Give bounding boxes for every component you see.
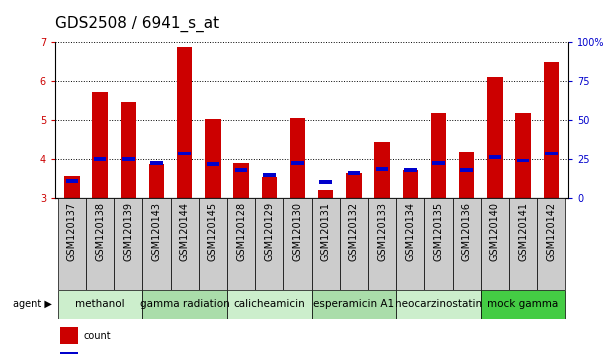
Bar xyxy=(545,152,558,155)
Bar xyxy=(340,198,368,290)
Bar xyxy=(235,168,247,172)
Bar xyxy=(368,198,396,290)
Text: GSM120141: GSM120141 xyxy=(518,202,528,261)
Bar xyxy=(396,290,481,319)
Bar xyxy=(432,161,445,165)
Bar xyxy=(93,157,106,161)
Bar xyxy=(425,198,453,290)
Text: GSM120142: GSM120142 xyxy=(546,202,556,261)
Bar xyxy=(403,170,418,198)
Bar xyxy=(481,290,565,319)
Bar xyxy=(233,163,249,198)
Bar xyxy=(177,47,192,198)
Bar xyxy=(199,198,227,290)
Bar xyxy=(255,198,284,290)
Bar xyxy=(481,198,509,290)
Text: methanol: methanol xyxy=(75,299,125,309)
Bar xyxy=(318,190,334,198)
Bar xyxy=(65,179,78,183)
Bar xyxy=(58,198,86,290)
Bar xyxy=(150,161,163,165)
Bar xyxy=(509,198,537,290)
Bar xyxy=(489,155,501,159)
Bar xyxy=(396,198,425,290)
Text: GSM120130: GSM120130 xyxy=(293,202,302,261)
Text: GSM120145: GSM120145 xyxy=(208,202,218,261)
Bar xyxy=(544,62,559,198)
Bar xyxy=(86,198,114,290)
Bar xyxy=(346,173,362,198)
Text: GSM120144: GSM120144 xyxy=(180,202,189,261)
Text: GSM120129: GSM120129 xyxy=(265,202,274,261)
Text: mock gamma: mock gamma xyxy=(488,299,558,309)
Bar xyxy=(284,198,312,290)
Bar xyxy=(60,327,78,344)
Bar xyxy=(58,290,142,319)
Text: count: count xyxy=(83,331,111,341)
Bar xyxy=(263,173,276,177)
Bar xyxy=(459,152,475,198)
Text: neocarzinostatin: neocarzinostatin xyxy=(395,299,482,309)
Bar xyxy=(227,198,255,290)
Bar xyxy=(205,119,221,198)
Bar xyxy=(207,162,219,166)
Bar xyxy=(515,113,531,198)
Bar xyxy=(142,290,227,319)
Bar xyxy=(262,177,277,198)
Text: GDS2508 / 6941_s_at: GDS2508 / 6941_s_at xyxy=(55,16,219,32)
Bar xyxy=(291,161,304,165)
Bar xyxy=(60,352,78,354)
Text: GSM120136: GSM120136 xyxy=(462,202,472,261)
Bar xyxy=(122,157,134,161)
Bar xyxy=(312,290,396,319)
Bar xyxy=(460,168,473,172)
Bar xyxy=(312,198,340,290)
Bar xyxy=(517,159,530,162)
Text: GSM120128: GSM120128 xyxy=(236,202,246,261)
Bar xyxy=(178,152,191,155)
Text: GSM120137: GSM120137 xyxy=(67,202,77,261)
Text: GSM120138: GSM120138 xyxy=(95,202,105,261)
Bar xyxy=(431,113,446,198)
Text: GSM120133: GSM120133 xyxy=(377,202,387,261)
Bar xyxy=(537,198,565,290)
Bar xyxy=(227,290,312,319)
Bar xyxy=(376,167,389,171)
Bar xyxy=(487,77,503,198)
Text: GSM120143: GSM120143 xyxy=(152,202,161,261)
Bar xyxy=(170,198,199,290)
Text: GSM120131: GSM120131 xyxy=(321,202,331,261)
Bar xyxy=(320,180,332,184)
Text: GSM120139: GSM120139 xyxy=(123,202,133,261)
Text: GSM120140: GSM120140 xyxy=(490,202,500,261)
Bar xyxy=(375,142,390,198)
Bar xyxy=(453,198,481,290)
Bar xyxy=(404,168,417,172)
Bar xyxy=(142,198,170,290)
Bar xyxy=(120,102,136,198)
Bar xyxy=(290,118,306,198)
Text: GSM120135: GSM120135 xyxy=(434,202,444,261)
Text: esperamicin A1: esperamicin A1 xyxy=(313,299,395,309)
Text: calicheamicin: calicheamicin xyxy=(233,299,305,309)
Text: GSM120132: GSM120132 xyxy=(349,202,359,261)
Bar xyxy=(348,171,360,175)
Text: gamma radiation: gamma radiation xyxy=(140,299,230,309)
Bar xyxy=(92,92,108,198)
Bar xyxy=(64,176,79,198)
Bar xyxy=(148,164,164,198)
Text: agent ▶: agent ▶ xyxy=(13,299,52,309)
Text: GSM120134: GSM120134 xyxy=(405,202,415,261)
Bar xyxy=(114,198,142,290)
